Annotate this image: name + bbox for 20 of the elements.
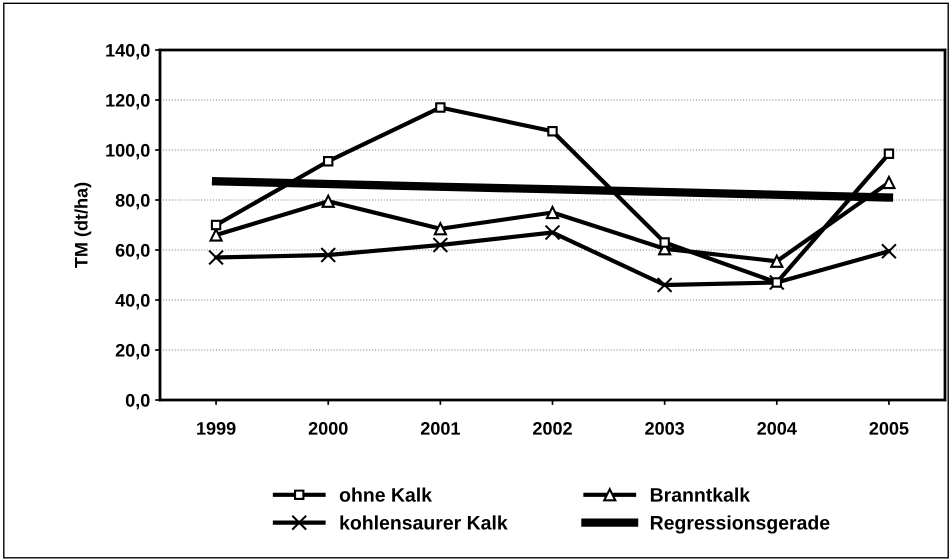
y-tick-label: 100,0 (106, 144, 150, 160)
legend-label: ohne Kalk (340, 488, 432, 502)
x-tick-label: 2002 (533, 422, 572, 435)
y-tick-label: 20,0 (116, 344, 150, 360)
legend-label: kohlensaurer Kalk (340, 515, 508, 530)
legend-label: Regressionsgerade (650, 515, 830, 534)
y-tick-label: 40,0 (115, 294, 150, 310)
x-tick-label: 2004 (757, 422, 797, 435)
x-tick-label: 1999 (197, 422, 236, 435)
legend-label: Branntkalk (650, 488, 750, 502)
y-tick-label: 80,0 (116, 194, 150, 210)
y-tick-label: 140,0 (106, 44, 150, 60)
x-tick-label: 2000 (308, 422, 348, 435)
y-tick-label: 0,0 (126, 394, 150, 410)
y-tick-label: 60,0 (116, 244, 150, 260)
x-tick-label: 2005 (869, 422, 909, 435)
y-tick-label: 120,0 (106, 94, 150, 110)
x-tick-label: 2001 (420, 422, 460, 435)
x-tick-label: 2003 (645, 422, 684, 435)
y-axis-title: TM (dt/ha) (74, 182, 92, 268)
